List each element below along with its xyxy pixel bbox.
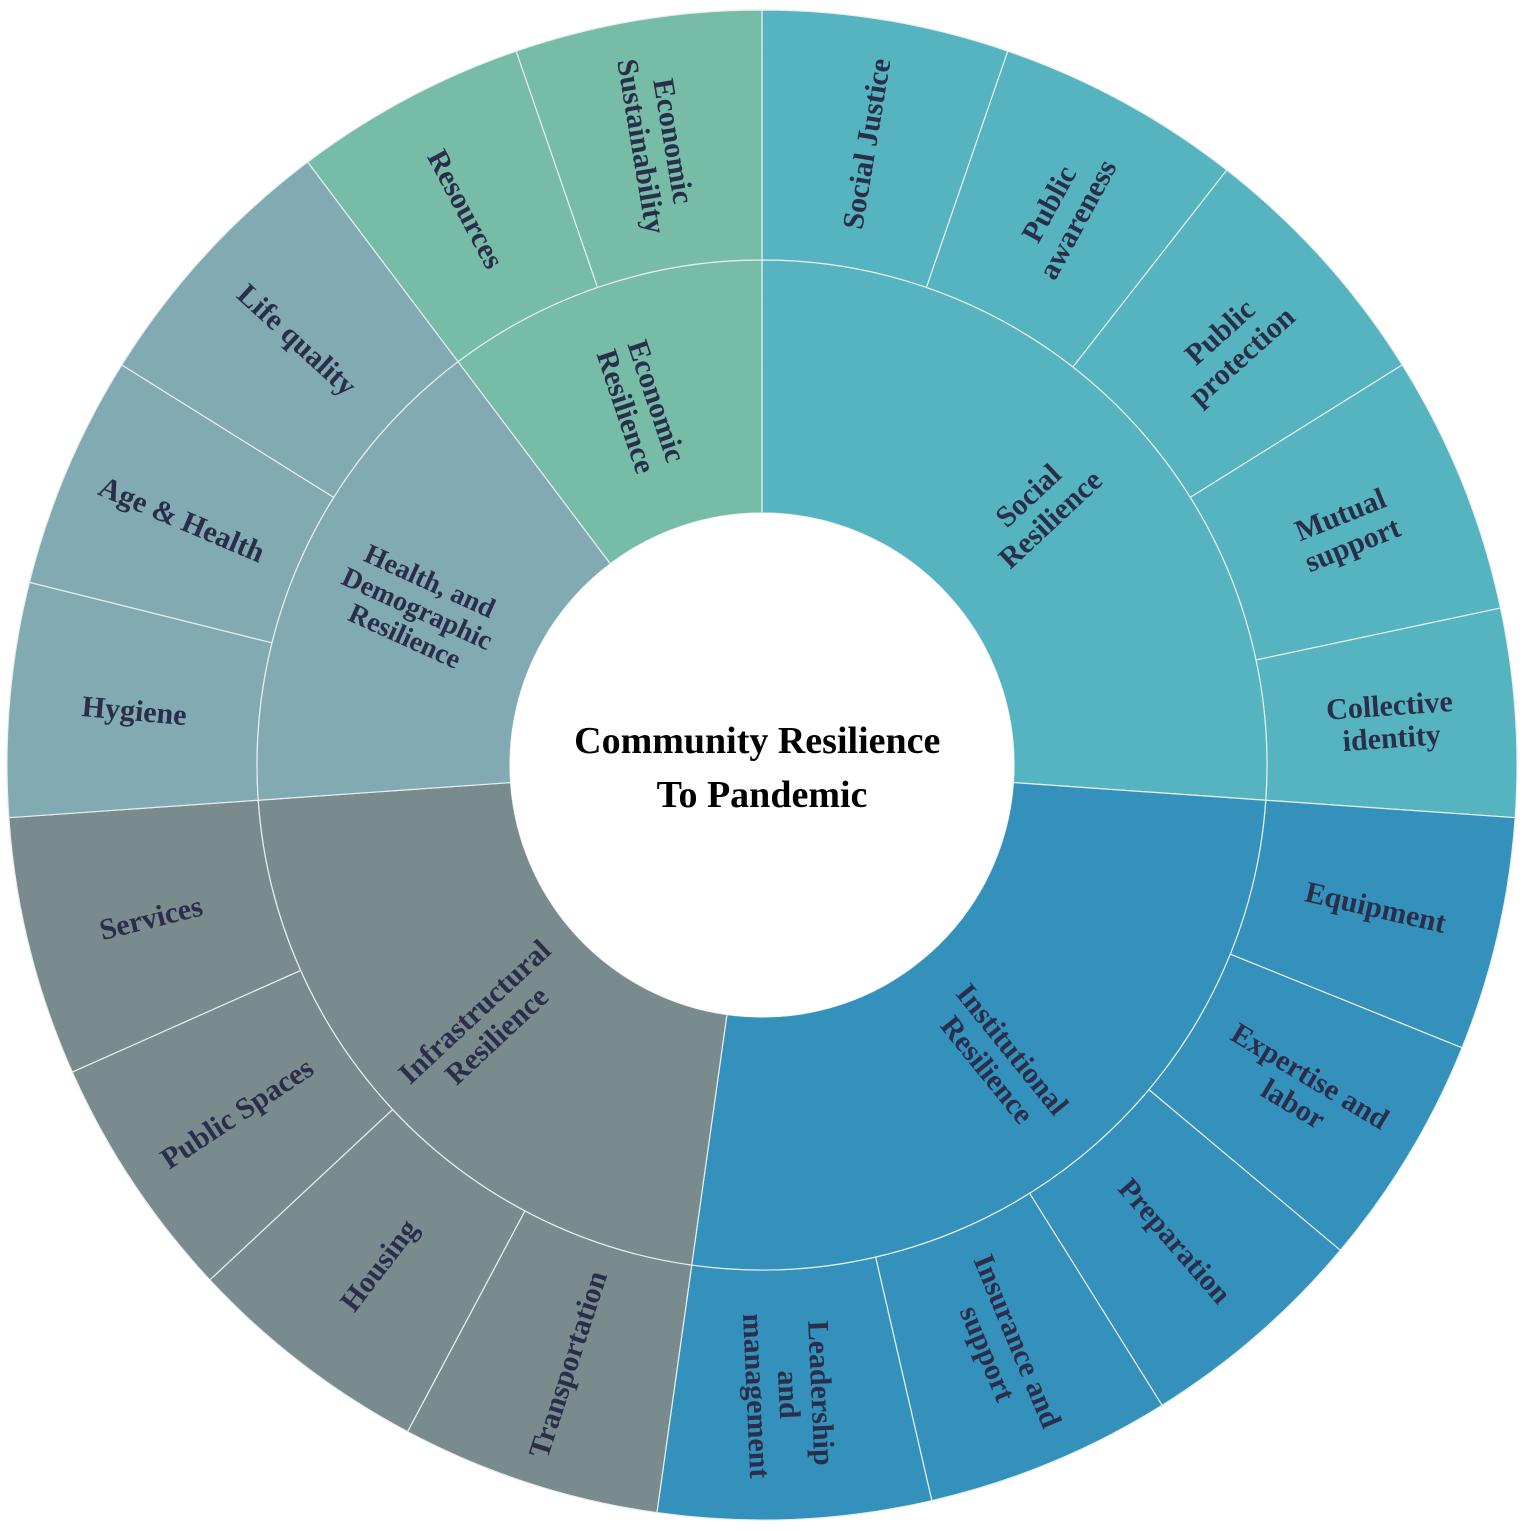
item-label: Collectiveidentity <box>1325 685 1456 759</box>
item-label-line: identity <box>1341 718 1441 758</box>
center-title-line-1: Community Resilience <box>574 720 940 762</box>
item-label: Leadershipandmanagement <box>736 1310 841 1479</box>
item-label-line: and <box>771 1370 806 1420</box>
center-title-line-2: To Pandemic <box>657 774 868 816</box>
item-label-line: Leadership <box>801 1320 840 1466</box>
center-title: Community Resilience To Pandemic <box>574 720 950 816</box>
center-hub: Community Resilience To Pandemic <box>510 513 1014 1017</box>
inner-ring: SocialResilienceInstitutionalResilienceI… <box>256 259 1268 1271</box>
outer-ring: Social Justice PublicawarenessPublicprote… <box>6 9 1518 1521</box>
item-label-line: management <box>736 1313 776 1479</box>
center-circle <box>510 513 1014 1017</box>
